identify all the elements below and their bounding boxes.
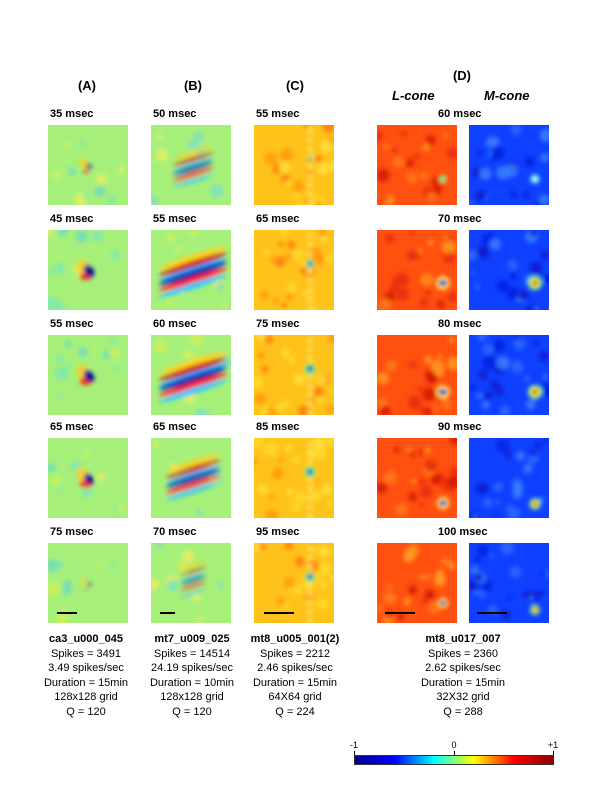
receptive-field-m-cone	[469, 543, 549, 623]
column-b-heading: (B)	[183, 78, 203, 93]
cell-grid: 128x128 grid	[160, 691, 224, 703]
receptive-field-c	[254, 335, 334, 415]
receptive-field-l-cone	[377, 125, 457, 205]
time-label-c: 95 msec	[256, 526, 300, 538]
time-label-c: 85 msec	[256, 421, 300, 433]
colorbar	[354, 755, 554, 765]
time-label-d: 100 msec	[438, 526, 488, 538]
time-label-d: 70 msec	[438, 213, 482, 225]
receptive-field-l-cone	[377, 543, 457, 623]
cell-duration: Duration = 15min	[252, 676, 338, 689]
scale-bar	[264, 612, 294, 614]
time-label-a: 45 msec	[50, 213, 94, 225]
time-label-d: 90 msec	[438, 421, 482, 433]
cell-info-b: mt7_u009_025 Spikes = 14514 24.19 spikes…	[122, 632, 262, 719]
column-c-heading: (C)	[285, 78, 305, 93]
colorbar-tick	[354, 751, 355, 756]
cell-duration: Duration = 15min	[420, 676, 506, 689]
cell-info-c: mt8_u005_001(2) Spikes = 2212 2.46 spike…	[225, 632, 365, 719]
cell-name: mt7_u009_025	[154, 633, 230, 645]
receptive-field-m-cone	[469, 230, 549, 310]
cell-spikes: Spikes = 3491	[50, 647, 122, 660]
receptive-field-l-cone	[377, 335, 457, 415]
time-label-b: 55 msec	[153, 213, 197, 225]
time-label-d: 60 msec	[438, 108, 482, 120]
colorbar-min-label: -1	[349, 740, 358, 750]
receptive-field-b	[151, 125, 231, 205]
receptive-field-b	[151, 335, 231, 415]
time-label-b: 50 msec	[153, 108, 197, 120]
receptive-field-m-cone	[469, 125, 549, 205]
cell-q: Q = 224	[275, 705, 315, 718]
receptive-field-l-cone	[377, 230, 457, 310]
scale-bar	[57, 612, 77, 614]
colorbar-tick	[454, 751, 455, 756]
cell-rate: 3.49 spikes/sec	[48, 662, 124, 674]
column-d-heading: (D)	[452, 68, 472, 83]
time-label-d: 80 msec	[438, 318, 482, 330]
colorbar-max-label: +1	[547, 740, 559, 750]
m-cone-label: M-cone	[484, 88, 530, 103]
cell-rate: 2.46 spikes/sec	[257, 662, 333, 674]
receptive-field-c	[254, 125, 334, 205]
receptive-field-c	[254, 438, 334, 518]
scale-bar	[385, 612, 415, 614]
cell-duration: Duration = 10min	[149, 676, 235, 689]
receptive-field-a	[48, 125, 128, 205]
scale-bar	[160, 612, 175, 614]
scale-bar	[477, 612, 507, 614]
time-label-a: 55 msec	[50, 318, 94, 330]
time-label-b: 70 msec	[153, 526, 197, 538]
receptive-field-b	[151, 230, 231, 310]
receptive-field-m-cone	[469, 335, 549, 415]
time-label-a: 35 msec	[50, 108, 94, 120]
receptive-field-a	[48, 543, 128, 623]
receptive-field-b	[151, 543, 231, 623]
cell-q: Q = 120	[66, 705, 106, 718]
receptive-field-l-cone	[377, 438, 457, 518]
time-label-a: 75 msec	[50, 526, 94, 538]
receptive-field-a	[48, 438, 128, 518]
cell-rate: 24.19 spikes/sec	[151, 662, 233, 674]
time-label-c: 55 msec	[256, 108, 300, 120]
receptive-field-m-cone	[469, 438, 549, 518]
receptive-field-c	[254, 230, 334, 310]
cell-name: mt8_u017_007	[425, 633, 501, 645]
cell-rate: 2.62 spikes/sec	[425, 662, 501, 674]
cell-grid: 32X32 grid	[436, 691, 490, 703]
cell-name: ca3_u000_045	[48, 633, 123, 645]
cell-info-a: ca3_u000_045 Spikes = 3491 3.49 spikes/s…	[16, 632, 156, 719]
cell-duration: Duration = 15min	[43, 676, 129, 689]
colorbar-tick	[553, 751, 554, 756]
l-cone-label: L-cone	[392, 88, 435, 103]
colorbar-mid-label: 0	[451, 740, 457, 750]
cell-info-d: mt8_u017_007 Spikes = 2360 2.62 spikes/s…	[393, 632, 533, 719]
time-label-b: 65 msec	[153, 421, 197, 433]
cell-name: mt8_u005_001(2)	[250, 633, 340, 645]
receptive-field-a	[48, 230, 128, 310]
time-label-c: 75 msec	[256, 318, 300, 330]
time-label-c: 65 msec	[256, 213, 300, 225]
cell-spikes: Spikes = 14514	[153, 647, 231, 660]
cell-spikes: Spikes = 2212	[259, 647, 331, 660]
cell-grid: 64X64 grid	[268, 691, 322, 703]
time-label-a: 65 msec	[50, 421, 94, 433]
receptive-field-b	[151, 438, 231, 518]
column-a-heading: (A)	[77, 78, 97, 93]
cell-spikes: Spikes = 2360	[427, 647, 499, 660]
cell-q: Q = 288	[443, 705, 483, 718]
time-label-b: 60 msec	[153, 318, 197, 330]
receptive-field-a	[48, 335, 128, 415]
cell-grid: 128x128 grid	[54, 691, 118, 703]
cell-q: Q = 120	[172, 705, 212, 718]
receptive-field-c	[254, 543, 334, 623]
